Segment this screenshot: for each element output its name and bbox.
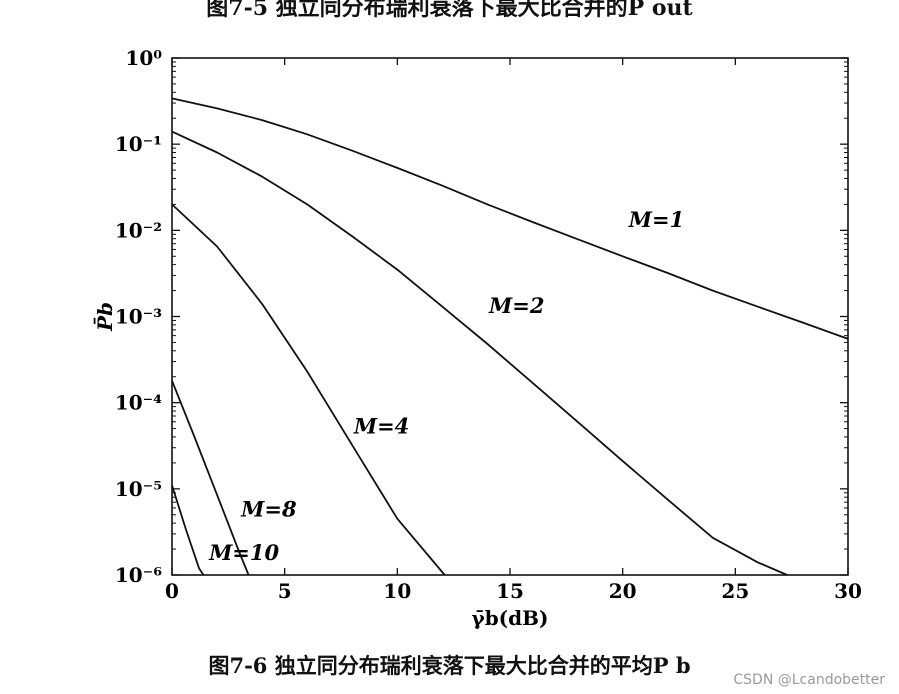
series-line-m-1 <box>171 97 849 340</box>
y-tick-label-6: 10⁻⁶ <box>115 563 162 587</box>
y-tick-label-1: 10⁻¹ <box>115 132 162 156</box>
x-tick-label-10: 10 <box>383 579 411 603</box>
y-axis-label: P̄b <box>92 302 117 332</box>
label-group: γ̄b(dB) P̄b M=1 M=2 M=4 M=8 M=10 <box>92 207 684 630</box>
figure-caption-top: 图7-5 独立同分布瑞利衰落下最大比合并的P out <box>206 0 693 21</box>
x-axis-label: γ̄b(dB) <box>471 606 548 630</box>
x-tick-label-20: 20 <box>609 579 637 603</box>
x-tick-label-25: 25 <box>721 579 749 603</box>
series-line-m-8 <box>171 380 250 576</box>
y-tick-label-2: 10⁻² <box>115 218 162 242</box>
series-line-m-2 <box>171 130 788 576</box>
annotation-m-10: M=10 <box>208 540 279 565</box>
series-line-m-10 <box>171 485 205 576</box>
tick-group: 0 5 10 15 20 25 30 10⁰ 10⁻¹ 10⁻² 10⁻³ 10⁻⁴ 10⁻⁵ 10⁻⁶ <box>115 46 862 603</box>
x-tick-label-30: 30 <box>834 579 862 603</box>
series-line-m-4 <box>171 203 446 576</box>
y-tick-label-3: 10⁻³ <box>115 305 162 329</box>
annotation-m-4: M=4 <box>353 413 409 438</box>
y-tick-label-0: 10⁰ <box>125 46 162 70</box>
watermark-text: CSDN @Lcandobetter <box>733 672 885 688</box>
annotation-m-8: M=8 <box>240 496 297 521</box>
x-tick-label-5: 5 <box>278 579 292 603</box>
x-tick-label-15: 15 <box>496 579 524 603</box>
annotation-m-2: M=2 <box>488 293 544 318</box>
annotation-m-1: M=1 <box>628 207 684 232</box>
series-group <box>171 97 849 576</box>
y-tick-label-4: 10⁻⁴ <box>115 391 162 415</box>
figure-caption-bottom: 图7-6 独立同分布瑞利衰落下最大比合并的平均P b <box>208 653 691 678</box>
x-tick-label-0: 0 <box>165 579 179 603</box>
y-tick-label-5: 10⁻⁵ <box>115 477 162 501</box>
